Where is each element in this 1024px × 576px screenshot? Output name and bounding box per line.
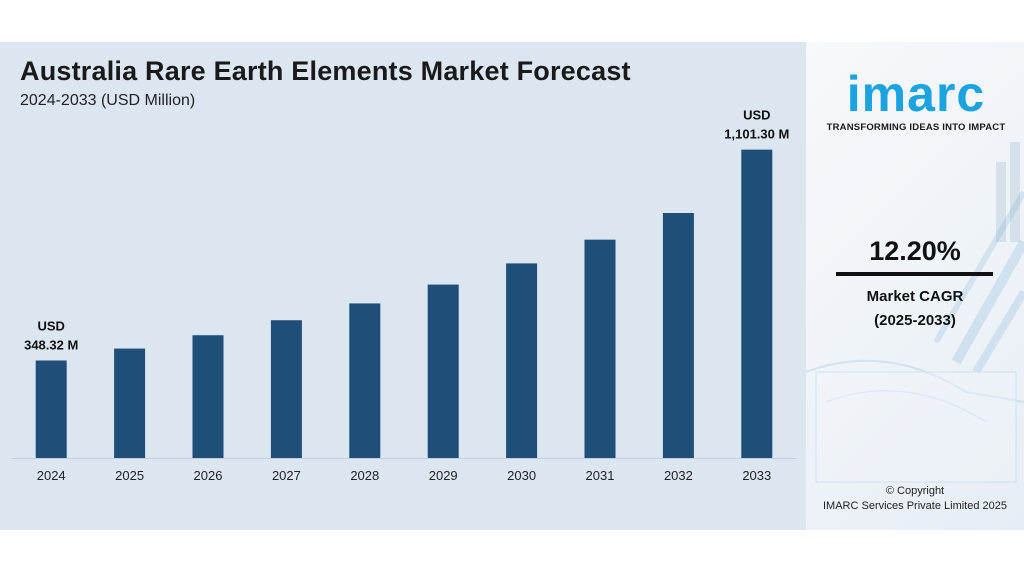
bar-2025 [114,348,146,458]
bar-2029 [427,284,459,458]
bar-2033 [741,149,773,459]
logo-wordmark: imarc [846,66,986,122]
copyright-notice: © Copyright IMARC Services Private Limit… [806,484,1024,514]
bar-2024 [35,360,67,458]
data-label-2024-line1: USD [37,318,64,333]
cagr-divider [836,272,993,276]
bar-2028 [349,303,381,458]
x-tick-label-2028: 2028 [350,468,379,483]
data-label-2033-line1: USD [743,108,770,123]
cagr-label: Market CAGR [866,288,964,305]
copyright-line-2: IMARC Services Private Limited 2025 [822,500,1007,512]
chart-subtitle: 2024-2033 (USD Million) [20,92,196,109]
x-tick-label-2031: 2031 [586,468,615,483]
data-label-2033-line2: 1,101.30 M [724,127,789,142]
x-tick-label-2029: 2029 [429,468,458,483]
x-tick-label-2033: 2033 [742,468,771,483]
cagr-value: 12.20% [869,236,961,266]
chart-title: Australia Rare Earth Elements Market For… [20,56,631,86]
bar-chart: 2024 2025 2026 2027 2028 2029 2030 2031 2032 2033… [12,108,796,483]
decorative-background-graphic [806,142,1024,483]
bar-2030 [506,263,538,458]
x-tick-label-2024: 2024 [37,468,66,483]
x-tick-label-2027: 2027 [272,468,301,483]
x-tick-label-2030: 2030 [507,468,536,483]
side-panel: imarc TRANSFORMING IDEAS INTO IMPACT 12.… [806,42,1024,530]
bar-2026 [192,335,224,458]
imarc-logo: imarc TRANSFORMING IDEAS INTO IMPACT [816,68,1016,133]
chart-panel: Australia Rare Earth Elements Market For… [0,42,806,530]
data-label-2024-line2: 348.32 M [24,337,78,352]
bar-2031 [584,239,616,458]
cagr-period: (2025-2033) [874,312,956,329]
bar-2027 [270,320,302,458]
bar-2032 [662,213,694,458]
copyright-line-1: © Copyright [885,485,945,497]
x-tick-label-2026: 2026 [194,468,223,483]
x-tick-label-2032: 2032 [664,468,693,483]
logo-tagline: TRANSFORMING IDEAS INTO IMPACT [826,122,1006,133]
x-tick-label-2025: 2025 [115,468,144,483]
